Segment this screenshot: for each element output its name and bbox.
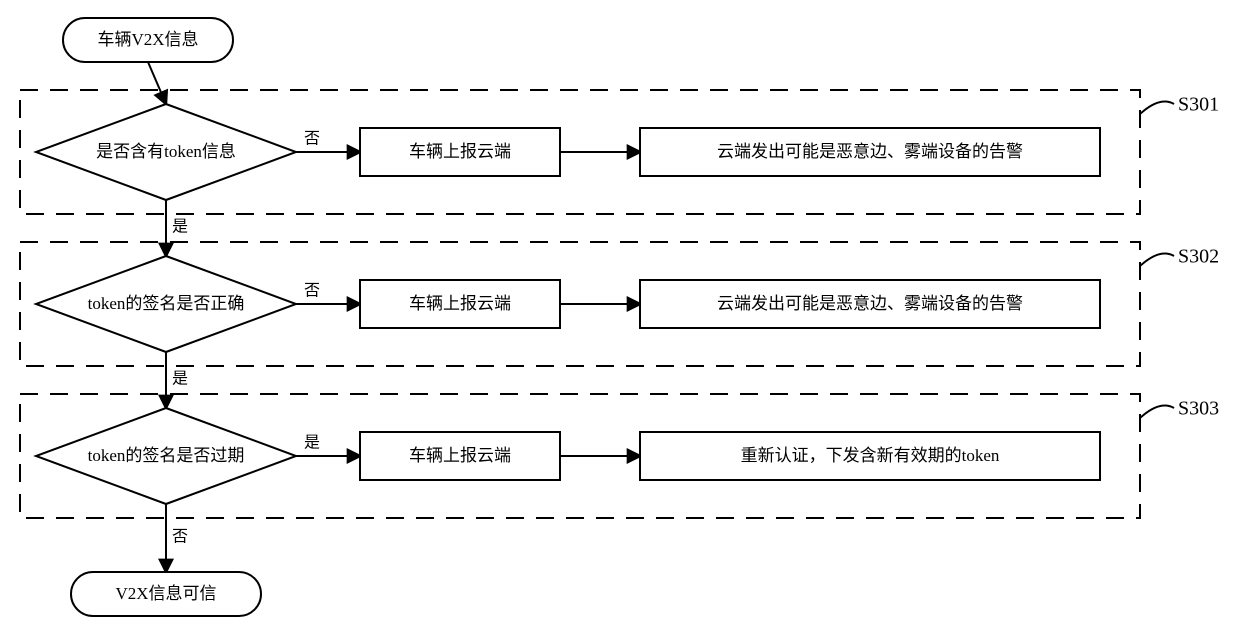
- process-label: 重新认证，下发含新有效期的token: [741, 446, 1000, 465]
- flow-arrow: [148, 62, 166, 104]
- process-label: 车辆上报云端: [409, 142, 511, 161]
- process-label: 车辆上报云端: [409, 446, 511, 465]
- process-label: 车辆上报云端: [409, 294, 511, 313]
- terminal-start-label: 车辆V2X信息: [97, 30, 198, 49]
- nodes-layer: 车辆V2X信息 V2X信息可信 是否含有token信息 token的签名是否正确 tok…: [36, 18, 1100, 616]
- edge-label: 是: [172, 219, 188, 236]
- edge-label: 是: [304, 435, 320, 452]
- edge-label: 否: [304, 131, 320, 148]
- decision-label: token的签名是否过期: [88, 446, 245, 465]
- edge-label: 是: [172, 371, 188, 388]
- process-label: 云端发出可能是恶意边、雾端设备的告警: [717, 294, 1023, 313]
- step-label: S302: [1178, 246, 1219, 268]
- step-leader-line: [1140, 254, 1174, 266]
- step-leader-layer: [1140, 102, 1174, 418]
- edge-label: 否: [304, 283, 320, 300]
- step-leader-line: [1140, 102, 1174, 114]
- decision-label: 是否含有token信息: [96, 142, 236, 161]
- decision-label: token的签名是否正确: [88, 294, 245, 313]
- step-label: S301: [1178, 94, 1219, 116]
- terminal-end-label: V2X信息可信: [115, 584, 216, 603]
- flowchart-canvas: 车辆V2X信息 V2X信息可信 是否含有token信息 token的签名是否正确 tok…: [0, 0, 1239, 636]
- process-label: 云端发出可能是恶意边、雾端设备的告警: [717, 142, 1023, 161]
- edge-label: 否: [172, 529, 188, 546]
- step-label: S303: [1178, 398, 1219, 420]
- step-leader-line: [1140, 406, 1174, 418]
